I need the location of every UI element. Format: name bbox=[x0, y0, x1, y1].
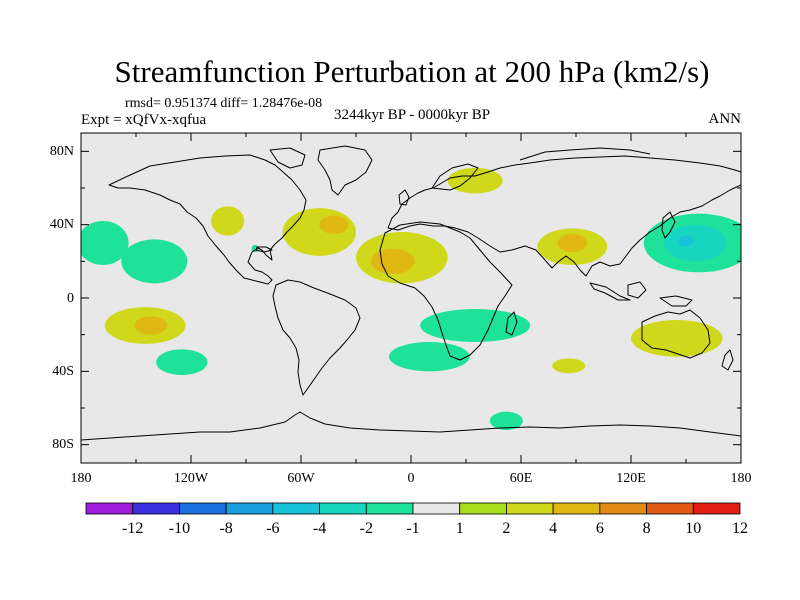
coast-britain bbox=[398, 189, 410, 206]
coast-madagascar bbox=[505, 311, 518, 336]
anomaly-region-0 bbox=[121, 239, 188, 284]
colorbar-swatch bbox=[552, 502, 601, 515]
colorbar-label: 12 bbox=[732, 520, 748, 537]
colorbar-label: 10 bbox=[685, 520, 701, 537]
anomaly-region-15 bbox=[134, 316, 168, 335]
colorbar-label: 8 bbox=[643, 520, 651, 537]
season-label: ANN bbox=[709, 111, 742, 127]
anomaly-region-13 bbox=[678, 235, 694, 247]
coast-borneo bbox=[627, 281, 647, 299]
coast-eurasia bbox=[387, 155, 741, 277]
colorbar-label: -6 bbox=[266, 520, 279, 537]
coast-baffin bbox=[269, 147, 306, 169]
coast-africa bbox=[379, 221, 513, 361]
coast-japan bbox=[661, 211, 676, 239]
lon-label-120e: 120E bbox=[616, 471, 646, 486]
map-panel: 180 120W 60W 0 60E 120E 180 80N 40N 0 40… bbox=[50, 132, 752, 486]
coast-indonesia bbox=[589, 282, 631, 301]
coast-siberia-north bbox=[519, 147, 651, 161]
anomaly-region-21 bbox=[489, 411, 523, 431]
colorbar-label: 2 bbox=[502, 520, 510, 537]
coast-new-zealand bbox=[721, 349, 734, 371]
anomaly-region-3 bbox=[282, 208, 357, 256]
coast-australia bbox=[641, 309, 711, 359]
colorbar-swatch bbox=[599, 502, 647, 515]
colorbar-swatch bbox=[692, 502, 741, 515]
experiment-text: Expt = xQfVx-xqfua bbox=[81, 112, 206, 128]
coast-south-america bbox=[272, 279, 361, 396]
lat-label-40n: 40N bbox=[50, 217, 74, 232]
anomaly-region-12 bbox=[664, 224, 727, 262]
coast-scandinavia bbox=[431, 163, 479, 191]
colorbar-label: 4 bbox=[549, 520, 557, 537]
lat-label-40s: 40S bbox=[52, 364, 74, 379]
anomaly-region-17 bbox=[420, 309, 531, 342]
anomaly-region-16 bbox=[156, 349, 208, 375]
map-background bbox=[81, 133, 741, 463]
lon-label-60w: 60W bbox=[287, 471, 315, 486]
coastlines bbox=[81, 145, 741, 441]
colorbar-swatch bbox=[85, 502, 134, 515]
colorbar-swatch bbox=[132, 502, 180, 515]
chart-title: Streamfunction Perturbation at 200 hPa (… bbox=[115, 54, 710, 89]
colorbar-swatch bbox=[179, 502, 227, 515]
period-text: 3244kyr BP - 0000kyr BP bbox=[334, 107, 490, 123]
coast-new-guinea bbox=[659, 295, 693, 307]
colorbar-label: -12 bbox=[122, 520, 143, 537]
lon-label-180e: 180 bbox=[731, 471, 752, 486]
anomaly-region-8 bbox=[447, 167, 503, 194]
colorbar-label: 6 bbox=[596, 520, 604, 537]
lon-label-0: 0 bbox=[408, 471, 415, 486]
colorbar-swatch bbox=[225, 502, 274, 515]
lat-label-80s: 80S bbox=[52, 437, 74, 452]
lat-label-80n: 80N bbox=[50, 144, 74, 159]
coast-greenland bbox=[317, 145, 373, 196]
lat-label-0: 0 bbox=[67, 291, 74, 306]
colorbar-swatch bbox=[506, 502, 554, 515]
coast-antarctica bbox=[81, 411, 741, 441]
anomaly-region-19 bbox=[631, 320, 723, 357]
colorbar-swatch bbox=[319, 502, 367, 515]
colorbar-swatch bbox=[646, 502, 694, 515]
axis-ticks bbox=[80, 133, 742, 463]
anomaly-region-10 bbox=[557, 233, 587, 253]
anomaly-region-1 bbox=[81, 221, 129, 265]
colorbar-label: -8 bbox=[219, 520, 232, 537]
stats-text: rmsd= 0.951374 diff= 1.28476e-08 bbox=[125, 96, 322, 111]
anomaly-region-18 bbox=[389, 342, 470, 372]
colorbar-label: -4 bbox=[313, 520, 326, 537]
lon-label-120w: 120W bbox=[174, 471, 209, 486]
coast-cuba bbox=[255, 246, 273, 253]
colorbar-label: -10 bbox=[169, 520, 190, 537]
coast-north-america bbox=[108, 154, 307, 285]
colorbar-label: 1 bbox=[456, 520, 464, 537]
lon-label-60e: 60E bbox=[510, 471, 533, 486]
colorbar-swatch bbox=[272, 502, 320, 515]
colorbar-swatch bbox=[365, 502, 414, 515]
colorbar-label: -2 bbox=[360, 520, 373, 537]
anomaly-region-20 bbox=[552, 358, 586, 374]
colorbar-swatch bbox=[459, 502, 507, 515]
anomaly-region-6 bbox=[370, 248, 415, 275]
lon-label-180w: 180 bbox=[71, 471, 92, 486]
colorbar-label: -1 bbox=[406, 520, 419, 537]
colorbar-legend: -12 -10 -8 -6 -4 -2 -1 1 2 4 6 8 10 12 bbox=[85, 502, 748, 537]
colorbar-swatch bbox=[412, 502, 461, 515]
anomaly-region-2 bbox=[211, 206, 245, 236]
anomaly-region-4 bbox=[319, 215, 349, 234]
anomaly-layer bbox=[81, 167, 741, 431]
